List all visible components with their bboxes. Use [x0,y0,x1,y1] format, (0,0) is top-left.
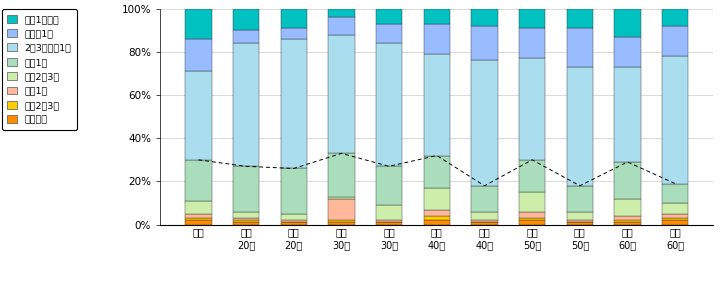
Bar [471,212,497,220]
Bar [281,39,307,168]
Bar [471,220,497,222]
Bar [281,220,307,222]
Bar [186,71,212,160]
Bar [233,43,259,166]
Bar [233,218,259,220]
Bar [376,43,403,166]
Bar [471,26,497,60]
Bar [424,9,450,24]
Bar [662,214,688,218]
Bar [662,9,688,26]
Bar [281,28,307,39]
Bar [614,37,641,67]
Bar [281,168,307,214]
Bar [662,184,688,203]
Bar [566,220,593,222]
Bar [233,166,259,212]
Bar [424,54,450,156]
Bar [566,67,593,186]
Bar [376,222,403,225]
Bar [519,28,545,58]
Bar [662,218,688,220]
Bar [376,166,403,205]
Bar [424,210,450,216]
Bar [614,9,641,37]
Bar [471,222,497,225]
Bar [471,9,497,26]
Bar [424,156,450,188]
Bar [186,218,212,220]
Bar [566,9,593,28]
Bar [328,154,355,197]
Bar [614,216,641,220]
Bar [376,9,403,24]
Bar [376,220,403,222]
Bar [614,220,641,222]
Bar [328,17,355,35]
Bar [281,222,307,225]
Bar [186,214,212,218]
Bar [424,24,450,54]
Bar [328,35,355,154]
Bar [233,220,259,222]
Bar [376,205,403,220]
Bar [328,222,355,225]
Bar [519,212,545,218]
Bar [662,203,688,214]
Bar [519,220,545,225]
Bar [566,212,593,220]
Bar [519,9,545,28]
Bar [186,220,212,225]
Bar [328,199,355,220]
Bar [662,56,688,184]
Bar [376,24,403,43]
Bar [566,222,593,225]
Bar [233,212,259,218]
Bar [186,39,212,71]
Bar [424,216,450,220]
Bar [233,30,259,43]
Bar [328,9,355,17]
Bar [233,9,259,30]
Bar [281,214,307,220]
Bar [662,26,688,56]
Bar [519,160,545,192]
Bar [614,67,641,162]
Bar [424,220,450,225]
Bar [566,28,593,67]
Legend: 年に1回以下, 半年に1回, 2〜3カ月に1回, 月に1回, 月に2〜3回, 週に1回, 週に2〜3回, ほぼ毎日: 年に1回以下, 半年に1回, 2〜3カ月に1回, 月に1回, 月に2〜3回, 週… [1,9,77,130]
Bar [614,162,641,199]
Bar [471,60,497,186]
Bar [233,222,259,225]
Bar [186,160,212,201]
Bar [519,218,545,220]
Bar [519,58,545,160]
Bar [424,188,450,210]
Bar [614,222,641,225]
Bar [566,186,593,212]
Bar [614,199,641,216]
Bar [281,9,307,28]
Bar [328,220,355,222]
Bar [471,186,497,212]
Bar [186,9,212,39]
Bar [186,201,212,214]
Bar [519,192,545,212]
Bar [328,197,355,199]
Bar [662,220,688,225]
